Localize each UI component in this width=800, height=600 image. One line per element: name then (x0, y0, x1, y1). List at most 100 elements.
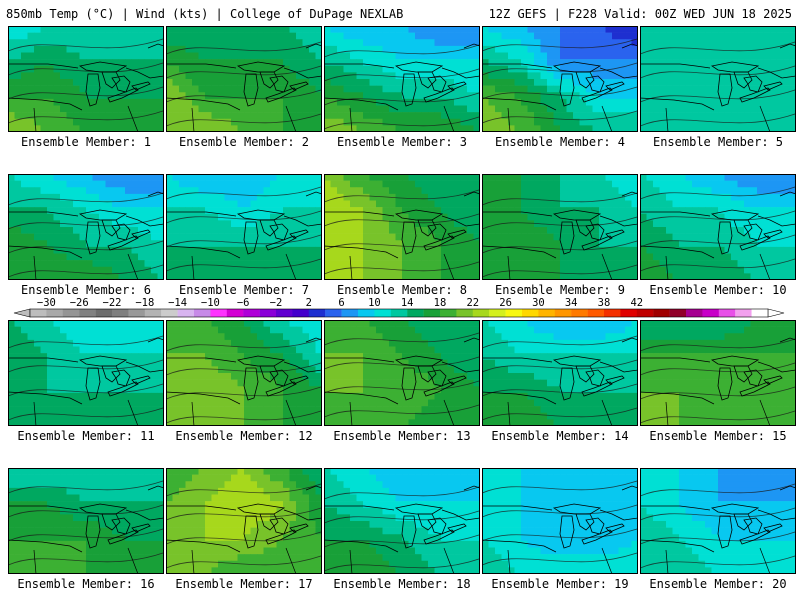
ensemble-member-label: Ensemble Member: 7 (178, 283, 310, 297)
colorbar-segment (522, 309, 539, 317)
header-run-info: 12Z GEFS | F228 Valid: 00Z WED JUN 18 20… (488, 7, 792, 21)
ensemble-member-map (482, 320, 638, 426)
colorbar-segment (177, 309, 195, 317)
colorbar-segment (686, 309, 703, 317)
colorbar-tick-label: −10 (201, 297, 220, 309)
ensemble-member-label: Ensemble Member: 15 (649, 429, 787, 443)
ensemble-member-map (8, 320, 164, 426)
ensemble-member-label: Ensemble Member: 9 (494, 283, 626, 297)
colorbar-tick-label: 2 (306, 297, 312, 309)
colorbar-segment (79, 309, 96, 317)
colorbar-segment (210, 309, 227, 317)
colorbar-segment (226, 309, 244, 317)
ensemble-member-map (640, 26, 796, 132)
ensemble-member-map (640, 174, 796, 280)
ensemble-member-map (640, 468, 796, 574)
ensemble-member-label: Ensemble Member: 4 (494, 135, 626, 149)
colorbar-segment (620, 309, 637, 317)
colorbar-tick-label: 22 (466, 297, 479, 309)
colorbar-segment (144, 309, 162, 317)
colorbar-segment (538, 309, 555, 317)
ensemble-member-label: Ensemble Member: 14 (491, 429, 629, 443)
colorbar-segment (308, 309, 326, 317)
colorbar-tick-label: 34 (565, 297, 578, 309)
colorbar-tick-label: 18 (434, 297, 447, 309)
ensemble-member-label: Ensemble Member: 12 (175, 429, 313, 443)
colorbar-tick-label: 14 (401, 297, 414, 309)
colorbar-segment (390, 309, 408, 317)
colorbar-segment (62, 309, 80, 317)
colorbar-tick-label: 42 (630, 297, 643, 309)
colorbar-segment (30, 309, 47, 317)
colorbar-segment (243, 309, 260, 317)
ensemble-member-map (166, 468, 322, 574)
ensemble-member-map (8, 26, 164, 132)
colorbar-segment (440, 309, 457, 317)
colorbar-segment (554, 309, 572, 317)
colorbar-segment (472, 309, 490, 317)
ensemble-member-map (324, 26, 480, 132)
colorbar-segment (505, 309, 523, 317)
colorbar-segment (604, 309, 621, 317)
ensemble-member-label: Ensemble Member: 18 (333, 577, 471, 591)
ensemble-member-map (324, 174, 480, 280)
ensemble-member-label: Ensemble Member: 10 (649, 283, 787, 297)
ensemble-member-label: Ensemble Member: 11 (17, 429, 155, 443)
colorbar-segment (276, 309, 293, 317)
ensemble-member-label: Ensemble Member: 16 (17, 577, 155, 591)
colorbar-segment (292, 309, 309, 317)
ensemble-member-label: Ensemble Member: 5 (652, 135, 784, 149)
ensemble-member-map (8, 468, 164, 574)
ensemble-member-map (324, 468, 480, 574)
colorbar-tick-label: −30 (37, 297, 56, 309)
colorbar-segment (46, 309, 63, 317)
ensemble-member-map (482, 174, 638, 280)
ensemble-member-label: Ensemble Member: 2 (178, 135, 310, 149)
colorbar-tick-label: −22 (103, 297, 122, 309)
ensemble-member-map (166, 26, 322, 132)
ensemble-member-label: Ensemble Member: 8 (336, 283, 468, 297)
colorbar-segment (489, 309, 506, 317)
colorbar-segment (374, 309, 391, 317)
ensemble-member-label: Ensemble Member: 13 (333, 429, 471, 443)
ensemble-member-label: Ensemble Member: 19 (491, 577, 629, 591)
colorbar-max-arrow (767, 308, 785, 318)
colorbar-segment (653, 309, 670, 317)
colorbar-tick-label: −2 (270, 297, 283, 309)
ensemble-member-label: Ensemble Member: 3 (336, 135, 468, 149)
colorbar-segment (423, 309, 441, 317)
header-title-left: 850mb Temp (°C) | Wind (kts) | College o… (6, 7, 404, 21)
ensemble-member-map (8, 174, 164, 280)
colorbar-segment (259, 309, 277, 317)
colorbar-segment (161, 309, 178, 317)
ensemble-member-label: Ensemble Member: 1 (20, 135, 152, 149)
colorbar-segment (358, 309, 375, 317)
colorbar-tick-label: −6 (237, 297, 250, 309)
colorbar-segment (669, 309, 687, 317)
ensemble-member-label: Ensemble Member: 17 (175, 577, 313, 591)
colorbar-segment (751, 309, 769, 317)
colorbar-segment (128, 309, 145, 317)
colorbar-tick-label: 30 (532, 297, 545, 309)
colorbar-segment (456, 309, 473, 317)
colorbar-tick-label: −18 (135, 297, 154, 309)
colorbar-tick-label: 10 (368, 297, 381, 309)
colorbar-tick-label: −14 (168, 297, 187, 309)
colorbar-segment (735, 309, 752, 317)
colorbar-tick-label: 38 (598, 297, 611, 309)
ensemble-member-map (482, 26, 638, 132)
ensemble-member-label: Ensemble Member: 20 (649, 577, 787, 591)
colorbar-segment (636, 309, 654, 317)
colorbar-min-arrow (13, 308, 31, 318)
colorbar-segment (325, 309, 342, 317)
colorbar-segment (702, 309, 719, 317)
colorbar-segment (587, 309, 605, 317)
colorbar-segment (95, 309, 113, 317)
ensemble-member-map (166, 174, 322, 280)
ensemble-member-map (324, 320, 480, 426)
colorbar-segment (407, 309, 424, 317)
temperature-colorbar: −30 −26 −22 −18 −14 −10 −6 −2 2 6 10 14 18 22 26 30 34 38… (0, 296, 800, 322)
colorbar-tick-label: −26 (70, 297, 89, 309)
colorbar-segment (341, 309, 359, 317)
colorbar-tick-label: 6 (338, 297, 344, 309)
